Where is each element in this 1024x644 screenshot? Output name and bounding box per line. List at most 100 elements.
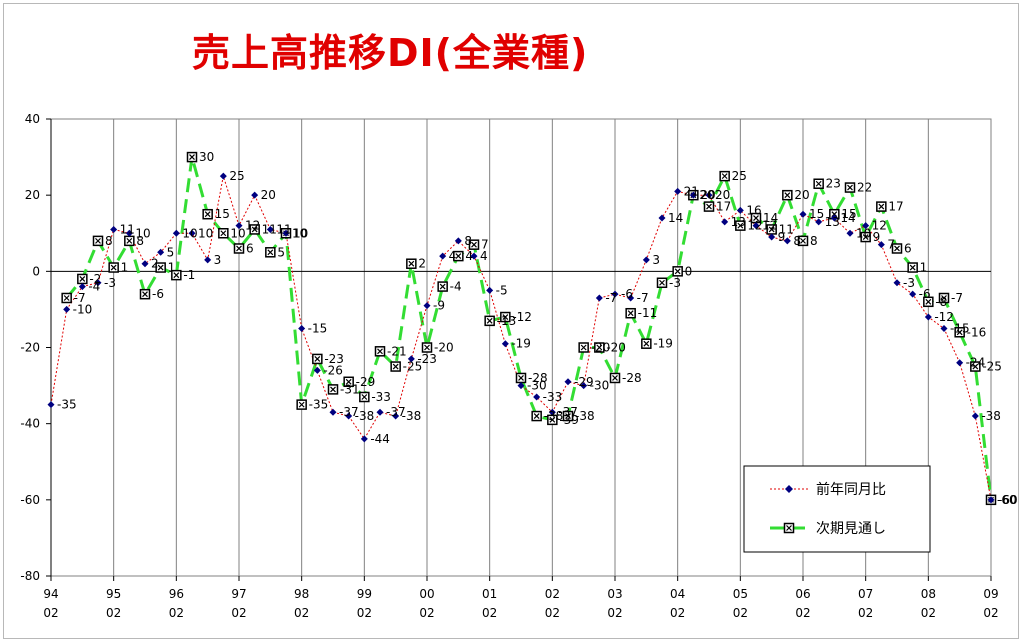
x-tick-label-year: 00 bbox=[419, 587, 434, 601]
data-label-yoy: 3 bbox=[214, 253, 222, 267]
data-label-forecast: -12 bbox=[512, 310, 532, 324]
data-point-forecast bbox=[515, 372, 527, 384]
x-tick-label-year: 97 bbox=[231, 587, 246, 601]
data-label-forecast: -16 bbox=[967, 325, 987, 339]
data-label-forecast: -33 bbox=[371, 390, 391, 404]
x-tick-label-month: 02 bbox=[482, 606, 497, 620]
data-label-yoy: 8 bbox=[464, 234, 472, 248]
data-point-forecast bbox=[124, 235, 135, 247]
data-label-yoy: -37 bbox=[386, 405, 406, 419]
data-point-forecast bbox=[218, 228, 229, 239]
data-point-yoy bbox=[799, 210, 807, 218]
data-point-forecast bbox=[641, 338, 652, 349]
data-label-yoy: 10 bbox=[182, 226, 197, 240]
data-point-yoy bbox=[893, 279, 901, 287]
x-tick-label-month: 02 bbox=[294, 606, 309, 620]
data-point-forecast bbox=[453, 250, 464, 262]
data-point-yoy bbox=[862, 222, 870, 230]
data-point-yoy bbox=[329, 408, 337, 416]
series-layer bbox=[47, 151, 997, 506]
x-tick-label-year: 09 bbox=[983, 587, 998, 601]
data-point-forecast bbox=[249, 224, 260, 235]
data-label-yoy: -60 bbox=[997, 493, 1017, 507]
data-label-yoy: 16 bbox=[746, 203, 761, 217]
data-point-forecast bbox=[954, 327, 965, 338]
data-label-forecast: 23 bbox=[826, 177, 841, 191]
data-point-forecast bbox=[265, 247, 276, 258]
data-label-yoy: 20 bbox=[715, 188, 730, 202]
data-point-yoy bbox=[345, 412, 353, 420]
data-label-yoy: 10 bbox=[135, 226, 150, 240]
data-point-forecast bbox=[797, 235, 809, 247]
data-label-yoy: -23 bbox=[417, 352, 437, 366]
data-point-yoy bbox=[517, 382, 525, 390]
data-point-yoy bbox=[580, 382, 588, 390]
data-label-yoy: -3 bbox=[104, 276, 116, 290]
x-tick-label-year: 98 bbox=[294, 587, 309, 601]
data-point-yoy bbox=[392, 412, 400, 420]
data-label-forecast: -31 bbox=[340, 382, 360, 396]
data-point-forecast bbox=[155, 262, 166, 273]
chart-frame bbox=[3, 3, 1019, 639]
data-point-yoy bbox=[533, 393, 541, 401]
data-point-yoy bbox=[407, 355, 415, 363]
data-point-forecast bbox=[500, 311, 511, 323]
y-tick-label: -60 bbox=[20, 493, 40, 507]
data-point-yoy bbox=[376, 408, 384, 416]
data-label-forecast: 1 bbox=[121, 261, 129, 275]
data-label-yoy: 11 bbox=[120, 222, 135, 236]
data-point-yoy bbox=[423, 302, 431, 310]
data-point-yoy bbox=[752, 222, 760, 230]
data-label-yoy: 10 bbox=[198, 226, 213, 240]
data-label-yoy: -37 bbox=[558, 405, 578, 419]
data-label-yoy: -9 bbox=[433, 299, 445, 313]
data-label-yoy: -30 bbox=[590, 379, 610, 393]
data-label-forecast: -4 bbox=[450, 280, 462, 294]
legend-label-forecast: 次期見通し bbox=[816, 521, 886, 537]
x-tick-label-year: 95 bbox=[106, 587, 121, 601]
data-label-yoy: 5 bbox=[167, 245, 175, 259]
data-label-forecast: -29 bbox=[356, 375, 376, 389]
x-tick-label-month: 02 bbox=[106, 606, 121, 620]
data-point-forecast bbox=[374, 346, 386, 357]
data-point-yoy bbox=[486, 286, 494, 294]
data-point-forecast bbox=[343, 376, 354, 388]
data-label-yoy: -37 bbox=[339, 405, 359, 419]
y-tick-label: -80 bbox=[20, 569, 40, 583]
x-tick-label-year: 94 bbox=[43, 587, 58, 601]
data-label-yoy: -5 bbox=[496, 283, 508, 297]
data-point-yoy bbox=[360, 435, 368, 443]
data-point-yoy bbox=[172, 229, 180, 237]
data-point-forecast bbox=[484, 315, 495, 327]
data-point-yoy bbox=[298, 324, 306, 332]
data-point-yoy bbox=[924, 313, 932, 321]
data-point-yoy bbox=[110, 225, 118, 233]
data-point-yoy bbox=[63, 305, 71, 313]
data-label-yoy: 14 bbox=[840, 211, 855, 225]
y-tick-label: 0 bbox=[32, 264, 40, 278]
data-point-yoy bbox=[564, 378, 572, 386]
data-point-forecast bbox=[359, 391, 370, 403]
legend-marker-yoy bbox=[785, 485, 793, 493]
data-label-forecast: -20 bbox=[606, 341, 626, 355]
data-label-yoy: -4 bbox=[88, 280, 100, 294]
y-tick-label: 40 bbox=[25, 112, 40, 126]
data-label-yoy: -29 bbox=[574, 375, 594, 389]
data-point-yoy bbox=[78, 283, 86, 291]
data-label-forecast: -13 bbox=[497, 314, 517, 328]
data-point-yoy bbox=[658, 214, 666, 222]
data-point-forecast bbox=[437, 281, 448, 292]
data-point-forecast bbox=[609, 372, 621, 384]
x-tick-label-month: 02 bbox=[545, 606, 560, 620]
data-point-yoy bbox=[595, 294, 603, 302]
data-label-forecast: 5 bbox=[277, 245, 285, 259]
data-point-yoy bbox=[971, 412, 979, 420]
data-label-yoy: 12 bbox=[762, 219, 777, 233]
data-point-yoy bbox=[909, 290, 917, 298]
data-label-forecast: 17 bbox=[716, 200, 731, 214]
data-label-forecast: 8 bbox=[810, 234, 818, 248]
data-label-yoy: 25 bbox=[229, 169, 244, 183]
data-point-forecast bbox=[312, 353, 323, 365]
data-point-yoy bbox=[705, 191, 713, 199]
